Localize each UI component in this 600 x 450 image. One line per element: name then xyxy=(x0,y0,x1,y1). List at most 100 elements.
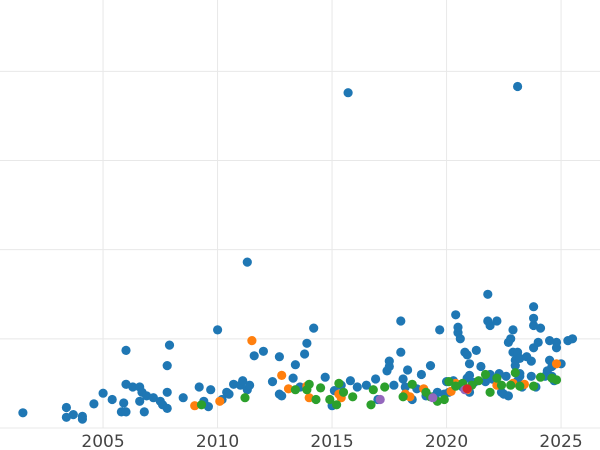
scatter-point xyxy=(396,316,406,326)
scatter-point xyxy=(501,371,511,381)
scatter-point xyxy=(551,359,562,369)
scatter-point xyxy=(247,336,257,346)
scatter-point xyxy=(320,372,330,382)
scatter-point xyxy=(148,393,158,403)
scatter-point xyxy=(398,392,408,402)
scatter-point xyxy=(396,347,406,357)
scatter-point xyxy=(483,289,493,299)
x-tick-label: 2020 xyxy=(425,432,468,450)
scatter-point xyxy=(203,402,213,412)
scatter-point xyxy=(526,371,536,381)
scatter-point xyxy=(162,361,172,371)
scatter-point xyxy=(510,368,520,378)
scatter-point xyxy=(348,392,358,402)
scatter-point xyxy=(529,320,539,331)
scatter-point xyxy=(311,394,321,405)
scatter-point xyxy=(407,379,417,389)
scatter-point xyxy=(121,407,131,417)
scatter-point xyxy=(277,391,287,401)
scatter-point xyxy=(435,325,445,335)
scatter-point xyxy=(77,414,87,424)
scatter-point xyxy=(389,380,399,390)
x-axis: 2005 2010 2015 2020 2025 xyxy=(81,432,582,450)
x-tick-label: 2025 xyxy=(539,432,582,450)
scatter-point xyxy=(300,349,310,359)
scatter-point xyxy=(107,394,117,405)
scatter-point xyxy=(249,351,259,361)
scatter-point xyxy=(135,396,145,406)
scatter-point xyxy=(503,391,513,401)
scatter-point xyxy=(343,88,353,98)
scatter-point xyxy=(425,361,436,371)
scatter-point xyxy=(439,394,449,405)
scatter-point xyxy=(462,350,472,360)
scatter-point xyxy=(258,346,268,356)
scatter-point xyxy=(178,393,188,403)
scatter-point xyxy=(375,394,385,405)
scatter-point xyxy=(480,377,491,387)
scatter-point xyxy=(302,338,312,348)
scatter-point xyxy=(453,322,463,332)
scatter-point xyxy=(366,400,376,410)
scatter-point xyxy=(164,340,175,350)
scatter-point xyxy=(428,393,438,403)
scatter-point xyxy=(98,388,108,398)
x-tick-label: 2015 xyxy=(310,432,353,450)
scatter-point xyxy=(545,336,555,346)
scatter-point xyxy=(283,384,294,394)
scatter-point xyxy=(464,370,475,380)
scatter-point xyxy=(371,374,381,384)
scatter-point xyxy=(567,334,578,344)
scatter-point xyxy=(551,337,562,347)
scatter-point xyxy=(384,361,394,372)
scatter-point xyxy=(229,379,239,389)
scatter-point xyxy=(332,400,342,410)
scatter-point xyxy=(304,379,314,389)
scatter-point xyxy=(119,398,129,408)
grid xyxy=(0,0,600,429)
scatter-point xyxy=(121,345,131,355)
x-tick-label: 2005 xyxy=(81,432,124,450)
scatter-point xyxy=(368,385,378,395)
scatter-point xyxy=(316,383,326,393)
scatter-point xyxy=(529,381,539,391)
scatter-point xyxy=(398,374,408,384)
scatter-point xyxy=(213,325,223,335)
scatter-point xyxy=(274,352,284,362)
scatter-point xyxy=(334,378,344,388)
scatter-point xyxy=(508,325,518,335)
scatter-point xyxy=(492,316,502,326)
scatter-point xyxy=(464,359,475,369)
scatter-point xyxy=(325,394,335,405)
scatter-point xyxy=(444,377,454,387)
scatter-point xyxy=(462,384,472,394)
scatter-point xyxy=(190,401,200,411)
scatter-point xyxy=(485,387,495,397)
scatter-point xyxy=(533,337,543,347)
scatter-point xyxy=(451,381,461,391)
scatter-point xyxy=(400,382,410,392)
scatter-point xyxy=(68,410,78,420)
scatter-point xyxy=(194,382,204,392)
scatter-point xyxy=(455,334,465,344)
scatter-point xyxy=(535,323,546,333)
scatter-point xyxy=(240,393,250,403)
scatter-point xyxy=(245,380,255,390)
scatter-point xyxy=(492,373,502,383)
scatter-point xyxy=(89,399,99,409)
scatter-point xyxy=(506,334,516,344)
scatter-point xyxy=(551,375,562,385)
scatter-point xyxy=(290,385,300,395)
scatter-point xyxy=(61,402,71,413)
scatter-point xyxy=(352,382,362,392)
scatter-point xyxy=(139,407,149,417)
scatter-point xyxy=(206,385,216,395)
scatter-point xyxy=(405,392,415,402)
scatter-point xyxy=(476,361,486,372)
scatter-point xyxy=(267,377,278,387)
scatter-point xyxy=(162,403,172,413)
scatter-point xyxy=(535,372,546,382)
scatter-point xyxy=(196,400,207,410)
